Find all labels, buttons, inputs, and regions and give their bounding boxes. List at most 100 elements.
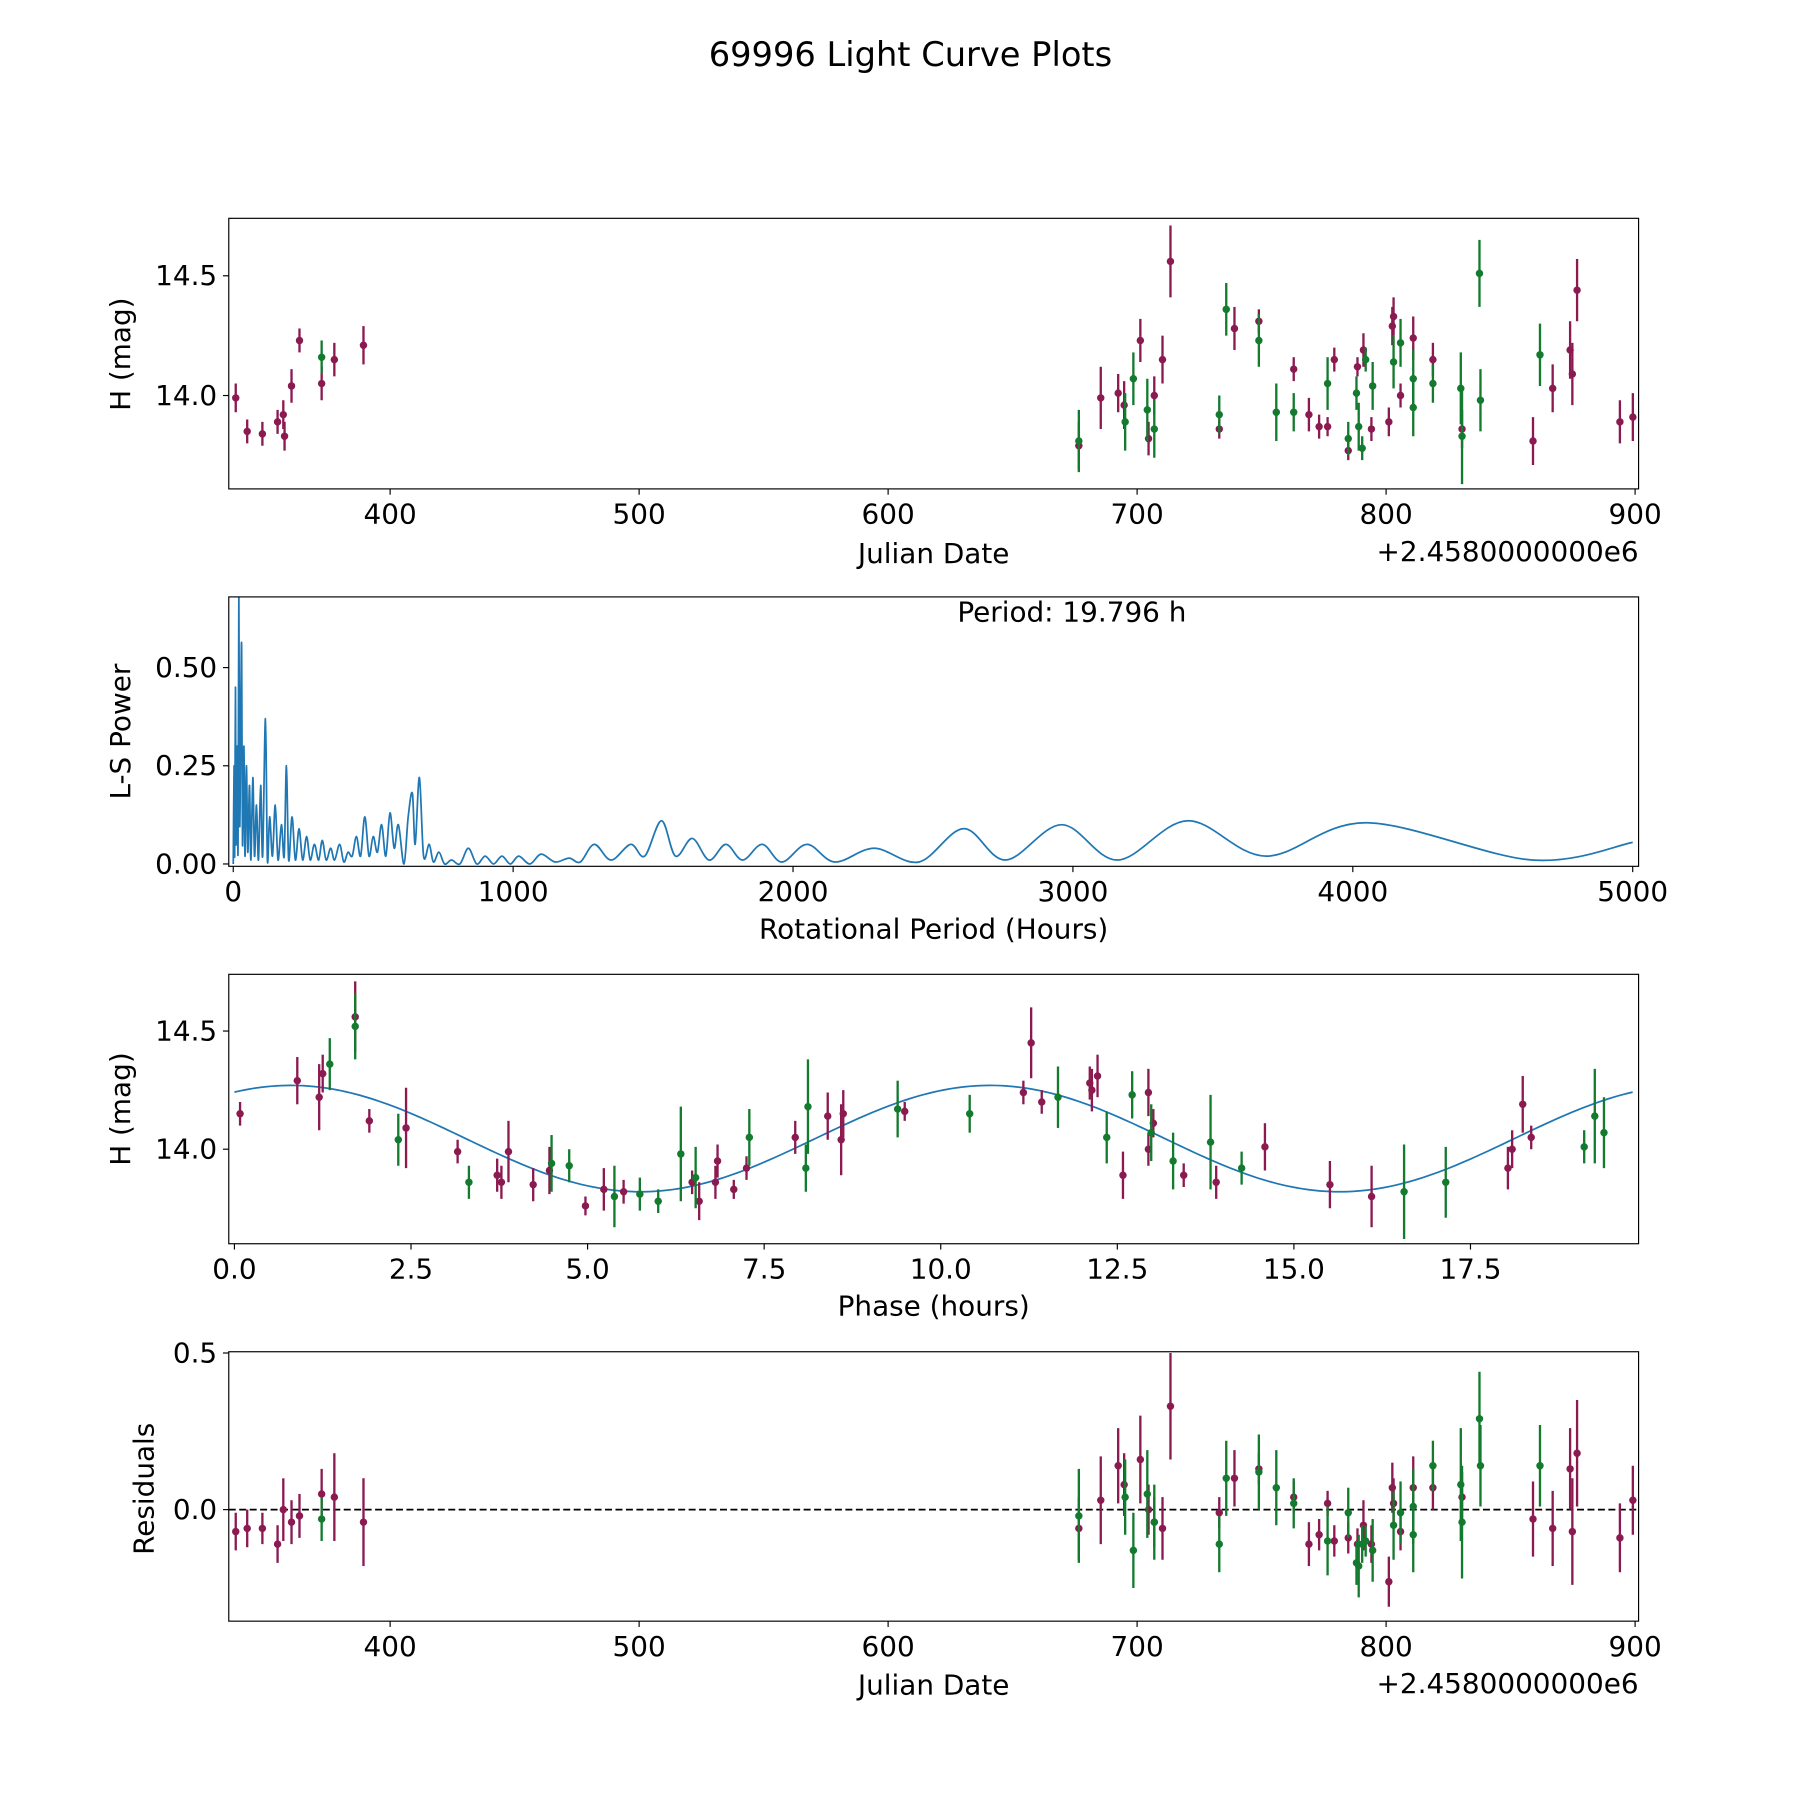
data-point	[711, 1178, 720, 1187]
data-point	[1389, 1521, 1398, 1530]
x-tick-label: 2000	[758, 875, 829, 908]
data-point	[1150, 1518, 1159, 1526]
x-tick-label: 500	[613, 1630, 666, 1663]
data-point	[1103, 1133, 1111, 1142]
data-point	[1504, 1164, 1512, 1172]
data-point	[465, 1178, 473, 1187]
series-1	[317, 1371, 1544, 1598]
data-point	[1396, 391, 1405, 400]
data-point	[1305, 1540, 1313, 1548]
y-axis-label: L-S Power	[104, 663, 137, 799]
data-point	[258, 430, 267, 438]
plot-area	[234, 981, 1633, 1240]
data-point	[317, 379, 326, 388]
data-point	[1315, 1530, 1323, 1539]
data-point	[1088, 1086, 1096, 1094]
series-0	[236, 981, 1535, 1228]
x-tick-label: 0.0	[212, 1253, 256, 1286]
data-point	[1475, 1415, 1484, 1423]
data-point	[1143, 406, 1152, 414]
data-point	[791, 1133, 799, 1142]
data-point	[1389, 312, 1398, 321]
data-point	[1323, 379, 1332, 388]
data-point	[1573, 1449, 1581, 1457]
data-point	[1409, 334, 1417, 342]
x-tick-label: 800	[1360, 498, 1413, 531]
y-tick-label: 0.00	[155, 847, 217, 880]
data-point	[600, 1185, 608, 1194]
data-point	[1527, 1133, 1535, 1142]
data-point	[1508, 1145, 1516, 1153]
data-point	[295, 336, 304, 345]
data-point	[1290, 365, 1298, 373]
data-point	[1121, 418, 1129, 426]
data-point	[1573, 286, 1581, 294]
data-point	[1222, 1474, 1230, 1483]
data-point	[1212, 1178, 1220, 1187]
data-point	[1548, 384, 1557, 393]
x-tick-label: 600	[862, 498, 915, 531]
data-point	[1158, 355, 1167, 364]
data-point	[1093, 1072, 1102, 1080]
x-offset-text: +2.4580000000e6	[1377, 1667, 1639, 1700]
data-point	[1568, 370, 1577, 378]
data-point	[824, 1112, 832, 1120]
data-point	[1361, 1537, 1370, 1545]
y-tick-label: 14.0	[155, 1132, 217, 1165]
data-point	[1388, 322, 1397, 330]
data-point	[1230, 1474, 1239, 1483]
data-point	[1442, 1178, 1450, 1187]
data-point	[1629, 413, 1637, 421]
data-point	[1389, 358, 1398, 366]
data-point	[330, 355, 339, 364]
data-point	[1396, 1509, 1405, 1517]
data-point	[1580, 1143, 1588, 1151]
data-point	[893, 1105, 902, 1113]
data-point	[1352, 389, 1361, 397]
x-tick-label: 5000	[1597, 875, 1668, 908]
y-tick-label: 14.5	[155, 259, 217, 292]
y-tick-label: 0.50	[155, 651, 217, 684]
data-point	[1457, 1480, 1465, 1489]
data-point	[1457, 384, 1465, 393]
x-tick-label: 12.5	[1086, 1253, 1148, 1286]
x-tick-label: 900	[1609, 498, 1662, 531]
data-point	[1429, 379, 1437, 388]
y-tick-label: 0.25	[155, 749, 217, 782]
data-point	[1536, 1462, 1544, 1470]
x-axis-label: Julian Date	[856, 1668, 1010, 1701]
x-tick-label: 400	[364, 498, 417, 531]
data-point	[273, 418, 282, 426]
data-point	[1114, 389, 1122, 397]
data-point	[1385, 1577, 1393, 1586]
data-point	[1097, 1496, 1105, 1504]
data-point	[1476, 1462, 1485, 1470]
data-point	[581, 1202, 590, 1210]
data-point	[497, 1178, 506, 1187]
data-point	[1368, 382, 1377, 390]
data-point	[293, 1076, 302, 1085]
data-point	[258, 1524, 267, 1533]
data-point	[610, 1192, 619, 1201]
data-point	[1323, 1499, 1332, 1508]
data-point	[1272, 408, 1281, 416]
data-point	[1429, 1462, 1437, 1470]
data-point	[317, 1515, 326, 1523]
data-point	[1305, 410, 1313, 419]
data-point	[730, 1185, 738, 1194]
data-point	[1169, 1157, 1177, 1165]
data-point	[317, 353, 326, 361]
data-point	[1367, 1192, 1376, 1201]
x-axis-label: Rotational Period (Hours)	[759, 912, 1108, 945]
data-point	[1409, 403, 1417, 412]
data-point	[1396, 339, 1405, 347]
periodogram-line	[232, 596, 1633, 866]
series-1	[317, 239, 1544, 485]
x-tick-label: 7.5	[742, 1253, 786, 1286]
x-tick-label: 3000	[1037, 875, 1108, 908]
data-point	[713, 1157, 722, 1165]
data-point	[1330, 1537, 1339, 1545]
data-point	[1150, 391, 1159, 400]
plot-area	[228, 1352, 1639, 1607]
